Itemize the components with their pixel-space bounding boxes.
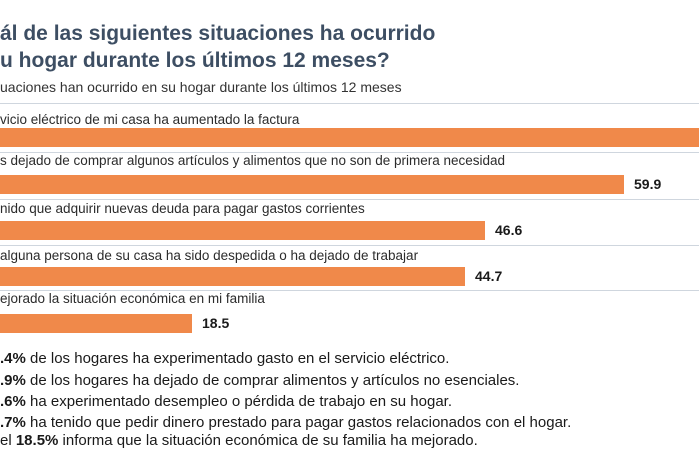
summary-note-4-text: ha tenido que pedir dinero prestado para… bbox=[25, 414, 572, 431]
category-label: nido que adquirir nuevas deuda para paga… bbox=[0, 201, 365, 216]
separator-line bbox=[0, 290, 699, 291]
summary-note-2: .9% de los hogares ha dejado de comprar … bbox=[0, 372, 519, 389]
category-label: s dejado de comprar algunos artículos y … bbox=[0, 153, 506, 168]
summary-note-4: .7% ha tenido que pedir dinero prestado … bbox=[0, 414, 571, 431]
chart-subtitle: uaciones han ocurrido en su hogar durant… bbox=[0, 79, 402, 95]
bar bbox=[0, 221, 485, 240]
summary-note-5-text: informa que la situación económica de su… bbox=[58, 432, 478, 449]
separator-line bbox=[0, 245, 699, 246]
summary-note-1: .4% de los hogares ha experimentado gast… bbox=[0, 350, 449, 367]
category-label: ejorado la situación económica en mi fam… bbox=[0, 291, 265, 306]
category-label: alguna persona de su casa ha sido desped… bbox=[0, 248, 419, 263]
summary-note-3-figure: .6% bbox=[0, 393, 26, 410]
bar bbox=[0, 128, 699, 147]
summary-note-2-figure: .9% bbox=[0, 372, 26, 389]
chart-title-line-1: ál de las siguientes situaciones ha ocur… bbox=[0, 22, 436, 45]
summary-note-5: el 18.5% informa que la situación económ… bbox=[0, 432, 478, 449]
value-label: 44.7 bbox=[475, 268, 503, 284]
separator-line bbox=[0, 103, 699, 104]
separator-line bbox=[0, 152, 699, 153]
summary-note-5-prefix: el bbox=[0, 432, 16, 449]
chart-title: ál de las siguientes situaciones ha ocur… bbox=[0, 20, 435, 74]
summary-note-4-figure: .7% bbox=[0, 414, 26, 431]
summary-note-3: .6% ha experimentado desempleo o pérdida… bbox=[0, 393, 452, 410]
bar bbox=[0, 175, 624, 194]
summary-note-1-text: de los hogares ha experimentado gasto en… bbox=[25, 350, 450, 367]
category-label: vicio eléctrico de mi casa ha aumentado … bbox=[0, 112, 300, 127]
chart-title-line-2: u hogar durante los últimos 12 meses? bbox=[0, 49, 390, 72]
summary-note-2-text: de los hogares ha dejado de comprar alim… bbox=[25, 372, 520, 389]
summary-note-1-figure: .4% bbox=[0, 350, 26, 367]
summary-note-3-text: ha experimentado desempleo o pérdida de … bbox=[25, 393, 452, 410]
separator-line bbox=[0, 199, 699, 200]
summary-note-5-figure: 18.5% bbox=[15, 432, 59, 449]
value-label: 46.6 bbox=[495, 222, 523, 238]
value-label: 59.9 bbox=[634, 176, 662, 192]
bar bbox=[0, 267, 465, 286]
bar bbox=[0, 314, 192, 333]
value-label: 18.5 bbox=[202, 315, 230, 331]
